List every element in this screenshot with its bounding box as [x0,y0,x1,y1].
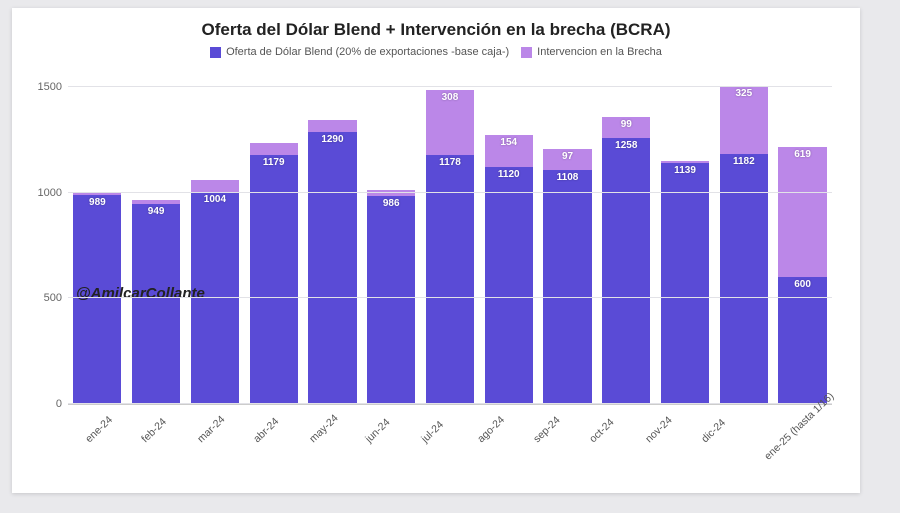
bar-column: 1108 97 [538,66,597,404]
bar-segment-blend: 1120 [485,167,533,404]
y-axis: 050010001500 [34,66,68,404]
y-tick-label: 1500 [38,81,62,93]
bar-column: 1182 325 [714,66,773,404]
bar-column: 986 [362,66,421,404]
chart-legend: Oferta de Dólar Blend (20% de exportacio… [34,46,838,58]
bar-segment-brecha: 308 [426,90,474,155]
gridline [68,192,832,193]
bar-value-label: 1258 [615,140,637,151]
legend-item: Oferta de Dólar Blend (20% de exportacio… [210,46,509,58]
bar-value-label: 989 [89,197,106,208]
legend-label: Oferta de Dólar Blend (20% de exportacio… [226,46,509,58]
bar-value-label: 619 [794,149,811,160]
bar-column: 1179 [244,66,303,404]
bar-segment-brecha [191,180,239,192]
chart-title: Oferta del Dólar Blend + Intervención en… [34,20,838,40]
legend-swatch [210,47,221,58]
legend-swatch [521,47,532,58]
bar-value-label: 1108 [557,172,579,183]
bar-segment-blend: 1258 [602,138,650,404]
y-tick-label: 1000 [38,187,62,199]
bar-value-label: 308 [442,92,459,103]
bar-column: 600 619 [773,66,832,404]
y-tick-label: 0 [56,398,62,410]
bar-value-label: 325 [735,88,752,99]
bar-value-label: 1178 [439,157,461,168]
bar-value-label: 986 [383,198,400,209]
legend-label: Intervencion en la Brecha [537,46,662,58]
plot-area: 050010001500 989949100411791290986117830… [68,66,832,404]
bars-container: 989 949 1004 1179 1290 986 1178 308 1120 154 1108 9… [68,66,832,404]
bar-segment-brecha [132,200,180,203]
gridline [68,86,832,87]
bar-segment-brecha: 99 [602,117,650,138]
bar-value-label: 1182 [733,156,755,167]
bar-segment-brecha [250,143,298,155]
bar-value-label: 99 [621,119,632,130]
bar-value-label: 97 [562,151,573,162]
bar-column: 1178 308 [421,66,480,404]
bar-value-label: 1290 [321,134,343,145]
bar-segment-blend: 1108 [543,170,591,404]
bar-segment-brecha: 97 [543,149,591,169]
bar-segment-brecha: 154 [485,135,533,168]
bar-segment-blend: 600 [778,277,826,404]
bar-column: 1290 [303,66,362,404]
bar-column: 1258 99 [597,66,656,404]
bar-value-label: 600 [794,279,811,290]
bar-column: 1139 [656,66,715,404]
bar-segment-brecha: 619 [778,147,826,278]
bar-column: 1004 [186,66,245,404]
x-tick-label: dic-24 [695,393,777,475]
bar-column: 949 [127,66,186,404]
bar-segment-brecha: 325 [720,86,768,155]
bar-segment-blend: 986 [367,196,415,404]
x-axis: ene-24feb-24mar-24abr-24may-24jun-24jul-… [68,404,832,465]
y-tick-label: 500 [44,292,62,304]
legend-item: Intervencion en la Brecha [521,46,662,58]
bar-segment-blend: 949 [132,204,180,404]
bar-segment-blend: 1290 [308,132,356,405]
bar-segment-brecha [308,120,356,132]
bar-segment-brecha [73,193,121,195]
chart-card: Oferta del Dólar Blend + Intervención en… [12,8,860,493]
bar-value-label: 1139 [674,165,696,176]
watermark-text: @AmilcarCollante [76,285,205,302]
bar-segment-brecha [661,161,709,163]
bar-column: 1120 154 [479,66,538,404]
gridline [68,297,832,298]
bar-value-label: 1179 [263,157,285,168]
bar-value-label: 1004 [204,194,226,205]
bar-value-label: 1120 [498,169,520,180]
bar-segment-blend: 1139 [661,163,709,404]
bar-column: 989 [68,66,127,404]
bar-value-label: 949 [148,206,165,217]
bar-value-label: 154 [500,137,517,148]
